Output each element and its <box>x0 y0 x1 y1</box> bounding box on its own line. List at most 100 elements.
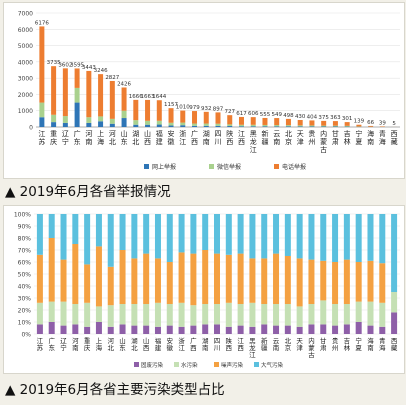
bar-segment <box>48 214 55 238</box>
bar-segment <box>133 120 139 125</box>
x-tick-label: 山 <box>143 336 150 345</box>
bar-segment <box>214 214 220 254</box>
x-tick-label: 西 <box>237 344 244 352</box>
bar-segment <box>296 258 303 307</box>
bar-segment <box>36 214 43 255</box>
x-tick-label: 海 <box>97 137 104 146</box>
data-label: 39 <box>379 120 386 126</box>
bar-segment <box>367 214 374 261</box>
bar-segment <box>250 124 256 127</box>
data-label: 606 <box>248 111 259 117</box>
bar-segment <box>48 238 55 302</box>
data-label: 363 <box>330 115 341 121</box>
bar-segment <box>379 263 386 303</box>
x-tick-label: 海 <box>367 129 374 138</box>
bar-segment <box>284 256 291 304</box>
x-tick-label: 古 <box>308 350 315 359</box>
bar-segment <box>74 68 80 88</box>
x-tick-label: 江 <box>178 344 185 352</box>
x-tick-label: 西 <box>226 344 233 352</box>
x-tick-label: 南 <box>273 343 280 352</box>
x-tick-label: 湖 <box>131 336 138 345</box>
bar-segment <box>84 326 91 334</box>
bar-segment <box>180 125 186 127</box>
x-tick-label: 南 <box>202 343 209 352</box>
report-chart-caption: ▲ 2019年6月各省举报情况 <box>5 184 171 200</box>
x-tick-label: 疆 <box>261 344 268 352</box>
data-label: 498 <box>283 113 294 119</box>
bar-segment <box>332 121 338 126</box>
bar-segment <box>107 214 114 267</box>
bar-segment <box>261 304 268 325</box>
data-label: 727 <box>224 109 235 115</box>
data-label: 3443 <box>82 65 96 71</box>
bar-segment <box>95 214 102 247</box>
bar-segment <box>202 250 209 304</box>
bar-segment <box>166 304 173 326</box>
y-tick-label: 0 <box>29 125 33 132</box>
x-tick-label: 陕 <box>226 336 233 345</box>
x-tick-label: 龙 <box>250 137 257 146</box>
bar-segment <box>62 116 68 123</box>
pollution-chart-panel: 0% 10% 20% 30% 40% 50% 60% 70% 80% 90% 100% 江苏广东辽宁河… <box>3 205 405 374</box>
bar-segment <box>190 305 197 326</box>
x-tick-label: 东 <box>119 343 126 352</box>
x-tick-label: 河 <box>109 130 116 138</box>
y-tick-label: 6000 <box>18 27 33 34</box>
bar-segment <box>145 124 151 127</box>
bar-segment <box>154 214 161 259</box>
x-tick-label: 浙 <box>178 336 185 345</box>
x-tick-label: 林 <box>344 343 351 352</box>
bar-segment <box>98 74 104 117</box>
bar-segment <box>119 250 126 304</box>
y-tick-label: 20% <box>18 308 32 315</box>
y-tick-label: 80% <box>18 236 32 243</box>
x-tick-label: 北 <box>285 337 292 345</box>
data-label: 1644 <box>152 94 166 100</box>
bar-segment <box>119 304 126 325</box>
bar-segment <box>98 116 104 122</box>
x-tick-label: 江 <box>249 351 256 359</box>
data-label: 6176 <box>35 20 49 26</box>
bar-segment <box>379 302 386 327</box>
bar-segment <box>332 125 338 127</box>
bar-segment <box>285 125 291 127</box>
x-tick-label: 河 <box>85 130 92 138</box>
legend-label: 电话举报 <box>282 163 306 171</box>
bar-segment <box>202 324 209 334</box>
bar-segment <box>178 326 185 334</box>
bar-segment <box>215 125 221 127</box>
x-tick-label: 海 <box>379 343 386 352</box>
x-tick-label: 内 <box>320 129 327 138</box>
bar-segment <box>308 214 315 260</box>
bar-segment <box>296 326 303 334</box>
x-tick-label: 夏 <box>355 138 362 146</box>
bar-segment <box>98 121 104 127</box>
bar-segment <box>250 117 256 125</box>
x-tick-label: 吉 <box>344 130 351 138</box>
x-tick-label: 广 <box>48 336 55 345</box>
bar-segment <box>367 260 374 302</box>
bar-segment <box>225 214 232 255</box>
bar-segment <box>168 125 174 127</box>
bar-segment <box>238 124 244 127</box>
x-tick-label: 北 <box>107 344 114 352</box>
x-tick-label: 福 <box>156 129 163 138</box>
bar-segment <box>320 214 327 261</box>
bar-segment <box>95 246 102 307</box>
legend-swatch <box>254 362 259 367</box>
x-tick-label: 京 <box>285 343 292 352</box>
y-tick-label: 5000 <box>18 43 33 50</box>
data-label: 897 <box>213 106 224 112</box>
bar-segment <box>86 117 92 123</box>
x-tick-label: 山 <box>119 336 126 345</box>
bar-segment <box>143 253 150 304</box>
bar-segment <box>238 116 244 125</box>
data-label: 3595 <box>70 62 84 68</box>
x-tick-label: 宁 <box>355 129 362 138</box>
y-tick-label: 10% <box>18 320 32 327</box>
bar-segment <box>320 300 327 325</box>
bar-segment <box>273 214 280 254</box>
x-tick-label: 重 <box>84 337 91 345</box>
x-tick-label: 川 <box>214 344 221 352</box>
